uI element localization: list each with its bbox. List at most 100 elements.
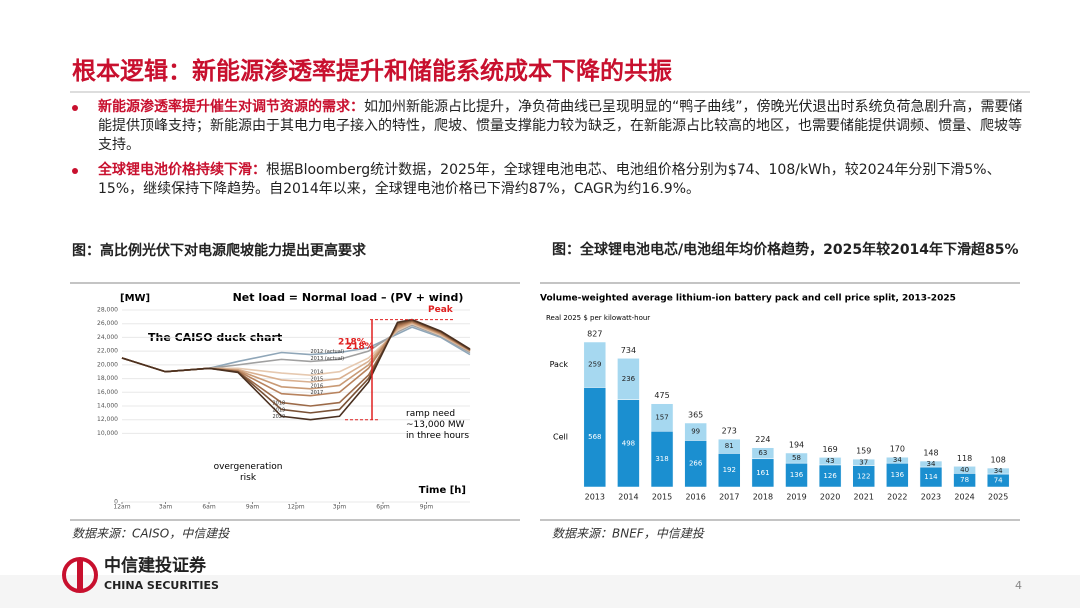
total-label: 170	[890, 445, 905, 454]
x-tick-label: 2021	[854, 493, 874, 502]
total-label: 118	[957, 454, 972, 463]
x-tick-label: 3am	[159, 504, 172, 511]
series-label: 2014	[311, 370, 324, 376]
series-label: 2019	[273, 407, 286, 413]
bullet-lead: 全球锂电池价格持续下滑：	[98, 162, 266, 178]
value-label: 34	[994, 467, 1003, 475]
figure-source: 数据来源：BNEF，中信建投	[552, 527, 705, 541]
chart-title: Net load = Normal load – (PV + wind)	[233, 291, 464, 304]
series-label: 2018	[273, 401, 286, 407]
y-tick-label: 22,000	[97, 348, 118, 355]
figure-caption: 图：全球锂电池电芯/电池组年均价格趋势，2025年较2014年下滑超85%	[552, 242, 1019, 258]
series-label: 2015	[311, 377, 324, 383]
annotation: overgeneration risk	[214, 462, 283, 483]
x-tick-label: 6am	[202, 504, 215, 511]
value-label: 136	[891, 471, 905, 479]
value-label: 318	[655, 455, 668, 463]
value-label: 40	[960, 466, 969, 474]
y-tick-label: 26,000	[97, 320, 118, 327]
series-label: Cell	[553, 433, 568, 442]
x-tick-label: 9pm	[420, 504, 434, 511]
total-label: 194	[789, 440, 804, 449]
bar-segment	[953, 466, 976, 474]
x-tick-label: 3pm	[333, 504, 347, 511]
bullet-text: 如加州新能源占比提升，净负荷曲线已呈现明显的“鸭子曲线”，傍晚光伏退出时系统负荷…	[98, 99, 1023, 153]
bar-segment	[919, 460, 943, 468]
value-label: 114	[924, 473, 938, 481]
value-label: 568	[588, 433, 601, 441]
value-label: 78	[960, 476, 969, 484]
value-label: 122	[857, 472, 870, 480]
y-axis-label: [MW]	[120, 293, 150, 304]
series-label: Pack	[550, 360, 569, 369]
total-label: 108	[991, 456, 1006, 465]
series-line	[121, 318, 471, 421]
bar-segment	[650, 403, 674, 432]
x-tick-label: 2024	[954, 493, 974, 502]
series-label: 2017	[311, 390, 324, 396]
slide-title: 根本逻辑：新能源渗透率提升和储能系统成本下降的共振	[72, 57, 672, 85]
value-label: 58	[792, 454, 801, 462]
bullet-text: 根据Bloomberg统计数据，2025年，全球锂电池电芯、电池组价格分别为$7…	[98, 162, 1001, 197]
page-number: 4	[1015, 579, 1022, 592]
logo-text: 中信建投证券	[104, 555, 207, 576]
value-label: 63	[758, 449, 767, 457]
total-label: 365	[688, 411, 703, 420]
bar-segment	[684, 422, 707, 441]
bullet: 新能源渗透率提升催生对调节资源的需求：如加州新能源占比提升，净负荷曲线已呈现明显…	[70, 98, 1035, 155]
bullet-list: 新能源渗透率提升催生对调节资源的需求：如加州新能源占比提升，净负荷曲线已呈现明显…	[70, 98, 1035, 205]
bar-segment	[617, 358, 640, 400]
annotation: 218%	[338, 338, 366, 348]
y-tick-label: 0	[114, 499, 118, 506]
bar-segment	[583, 341, 607, 388]
bar-segment	[718, 438, 741, 454]
x-tick-label: 12pm	[287, 504, 304, 511]
x-tick-label: 2013	[585, 493, 605, 502]
total-label: 273	[722, 427, 737, 436]
chart-title: Volume-weighted average lithium-ion batt…	[540, 294, 956, 304]
value-label: 498	[622, 439, 635, 447]
y-tick-label: 16,000	[97, 389, 118, 396]
series-label: 2013 (actual)	[311, 356, 345, 362]
figure-caption: 图：高比例光伏下对电源爬坡能力提出更高要求	[72, 242, 367, 259]
chart-subtitle: Real 2025 $ per kilowatt-hour	[546, 314, 650, 322]
bar-segment	[751, 447, 775, 460]
bullet: 全球锂电池价格持续下滑：根据Bloomberg统计数据，2025年，全球锂电池电…	[70, 161, 1035, 199]
series-label: 2020	[273, 414, 286, 420]
y-tick-label: 28,000	[97, 307, 118, 314]
bar-segment	[852, 458, 875, 466]
value-label: 192	[723, 466, 736, 474]
annotation: 218%	[346, 342, 374, 352]
bar-segment	[886, 456, 909, 464]
bullet-lead: 新能源渗透率提升催生对调节资源的需求：	[98, 99, 364, 115]
x-tick-label: 2014	[618, 493, 638, 502]
y-tick-label: 18,000	[97, 375, 118, 382]
bar-segment	[785, 452, 808, 464]
bar-segment	[986, 467, 1010, 475]
y-tick-label: 24,000	[97, 334, 118, 341]
x-tick-label: 2023	[921, 493, 941, 502]
value-label: 157	[655, 413, 668, 421]
bar-segment	[818, 457, 842, 466]
y-tick-label: 20,000	[97, 361, 118, 368]
total-label: 224	[755, 435, 770, 444]
logo-text: CHINA SECURITIES	[104, 579, 219, 592]
value-label: 74	[994, 477, 1003, 485]
value-label: 34	[927, 460, 936, 468]
series-label: 2016	[311, 383, 324, 389]
x-tick-label: 2022	[887, 493, 907, 502]
value-label: 43	[826, 457, 835, 465]
series-label: 2012 (actual)	[311, 349, 345, 355]
total-label: 169	[822, 445, 837, 454]
x-tick-label: 9am	[246, 504, 259, 511]
x-tick-label: 12am	[113, 504, 130, 511]
value-label: 99	[691, 428, 700, 436]
total-label: 148	[923, 449, 938, 458]
value-label: 161	[756, 469, 769, 477]
total-label: 734	[621, 346, 636, 355]
x-axis-label: Time [h]	[419, 485, 466, 496]
y-tick-label: 12,000	[97, 416, 118, 423]
value-label: 266	[689, 460, 703, 468]
